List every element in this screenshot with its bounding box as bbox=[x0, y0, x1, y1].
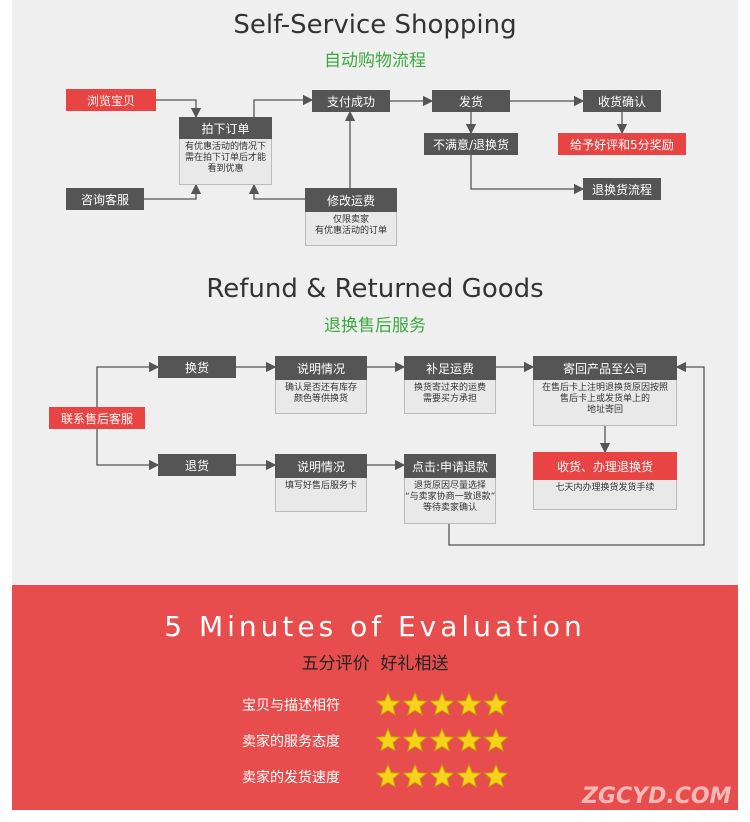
node-note: 填写好售后服务卡 bbox=[275, 478, 367, 512]
node-label: 退货 bbox=[158, 454, 236, 476]
node-label: 寄回产品至公司 bbox=[533, 356, 677, 380]
node-note: 换货寄过来的运费 需要买方承担 bbox=[404, 380, 496, 414]
node-label: 联系售后客服 bbox=[49, 407, 145, 429]
node-note: 仅限卖家 有优惠活动的订单 bbox=[305, 212, 397, 246]
rating-star bbox=[402, 763, 428, 788]
note-line: 换货寄过来的运费 bbox=[413, 383, 486, 393]
evaluation-title: 5 Minutes of Evaluation bbox=[164, 610, 586, 643]
node-note: 有优惠活动的情况下 需在拍下订单后才能 看到优惠 bbox=[179, 139, 272, 185]
node-label: 支付成功 bbox=[312, 90, 390, 112]
rating-star bbox=[429, 763, 455, 788]
node-label: 换货 bbox=[158, 356, 236, 378]
rating-label: 宝贝与描述相符 bbox=[242, 698, 340, 714]
rating-star bbox=[375, 727, 401, 752]
evaluation-panel bbox=[12, 585, 738, 810]
note-line: 看到优惠 bbox=[207, 164, 244, 174]
rating-star bbox=[402, 691, 428, 716]
note-line: 七天内办理换货发货手续 bbox=[555, 483, 655, 493]
note-line: 在售后卡上注明退换货原因按照 bbox=[541, 383, 668, 393]
section-title: Refund & Returned Goods bbox=[206, 274, 544, 304]
note-line: 需要买方承担 bbox=[422, 394, 477, 404]
note-line: 需在拍下订单后才能 bbox=[184, 153, 266, 163]
node-label: 浏览宝贝 bbox=[66, 89, 156, 111]
section-subtitle: 自动购物流程 bbox=[324, 51, 426, 71]
node-label: 退换货流程 bbox=[583, 178, 661, 200]
node-note: 确认是否还有库存 颜色等供换货 bbox=[275, 380, 367, 414]
node-label: 咨询客服 bbox=[66, 188, 144, 210]
node-label: 发货 bbox=[432, 90, 510, 112]
note-line: 填写好售后服务卡 bbox=[284, 481, 357, 491]
node-label: 修改运费 bbox=[305, 188, 397, 212]
rating-star bbox=[456, 691, 482, 716]
rating-star bbox=[429, 691, 455, 716]
section-title: Self-Service Shopping bbox=[233, 10, 517, 40]
note-line: 颜色等供换货 bbox=[293, 394, 348, 404]
rating-star bbox=[375, 691, 401, 716]
rating-label: 卖家的服务态度 bbox=[242, 734, 340, 750]
rating-star bbox=[483, 763, 509, 788]
node-note: 在售后卡上注明退换货原因按照 售后卡上或发货单上的 地址寄回 bbox=[533, 380, 677, 426]
evaluation-subtitle: 五分评价 好礼相送 bbox=[301, 654, 449, 674]
node-label: 说明情况 bbox=[275, 356, 367, 380]
node-label: 不满意/退换货 bbox=[424, 133, 518, 155]
note-line: 地址寄回 bbox=[586, 405, 623, 415]
note-line: 有优惠活动的订单 bbox=[314, 226, 387, 236]
node-label: 补足运费 bbox=[404, 356, 496, 380]
node-label: 收货、办理退换货 bbox=[533, 452, 677, 480]
rating-star bbox=[402, 727, 428, 752]
note-line: 仅限卖家 bbox=[332, 215, 369, 225]
watermark: ZGCYD.COM bbox=[582, 784, 732, 809]
note-line: 售后卡上或发货单上的 bbox=[559, 394, 650, 404]
note-line: 等待卖家确认 bbox=[422, 503, 477, 513]
rating-star bbox=[483, 691, 509, 716]
section-subtitle: 退换售后服务 bbox=[324, 316, 426, 336]
rating-star bbox=[456, 763, 482, 788]
note-line: “与卖家协商一致退款” bbox=[405, 492, 496, 502]
note-line: 退货原因尽量选择 bbox=[413, 481, 486, 491]
rating-star bbox=[375, 763, 401, 788]
node-label: 点击:申请退款 bbox=[404, 454, 496, 478]
rating-star bbox=[429, 727, 455, 752]
rating-label: 卖家的发货速度 bbox=[242, 770, 340, 786]
node-label: 说明情况 bbox=[275, 454, 367, 478]
node-note: 退货原因尽量选择 “与卖家协商一致退款” 等待卖家确认 bbox=[404, 478, 496, 524]
node-label: 收货确认 bbox=[583, 90, 661, 112]
note-line: 确认是否还有库存 bbox=[284, 383, 357, 393]
node-label: 给予好评和5分奖励 bbox=[558, 133, 686, 155]
rating-star bbox=[483, 727, 509, 752]
node-label: 拍下订单 bbox=[179, 117, 272, 139]
rating-star bbox=[456, 727, 482, 752]
node-note: 七天内办理换货发货手续 bbox=[533, 480, 677, 510]
note-line: 有优惠活动的情况下 bbox=[184, 142, 266, 152]
